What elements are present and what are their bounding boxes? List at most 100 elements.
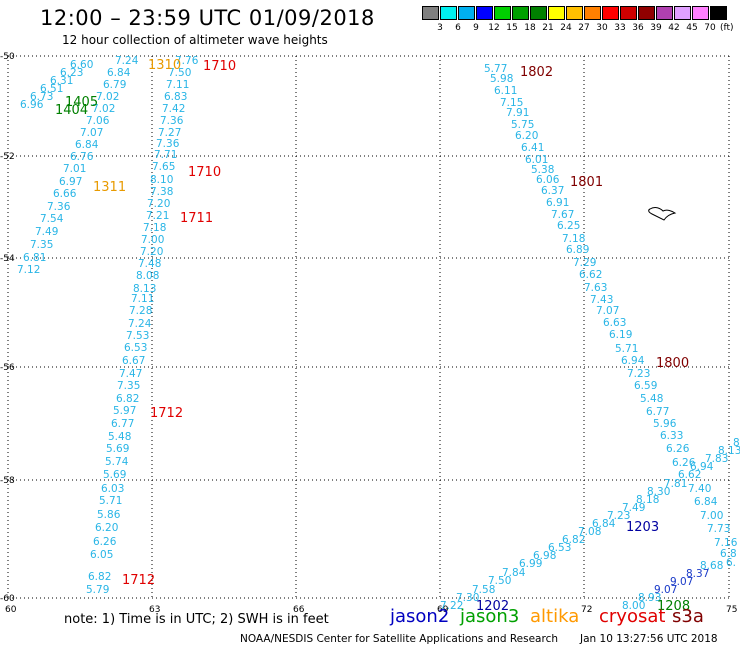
swh-value: 6.82 bbox=[88, 571, 111, 583]
swh-value: 6.83 bbox=[164, 91, 187, 103]
swh-value: 7.83 bbox=[705, 453, 728, 465]
track-time-label: 1311 bbox=[93, 180, 126, 195]
swh-value: 7.91 bbox=[506, 107, 529, 119]
swh-value: 6.62 bbox=[579, 269, 602, 281]
track-time-label: 1712 bbox=[150, 406, 183, 421]
swh-value: 5.69 bbox=[103, 469, 126, 481]
legend-swatch bbox=[602, 6, 619, 20]
swh-value: 7.36 bbox=[47, 201, 71, 213]
lon-tick-label: 66 bbox=[293, 605, 305, 615]
track-time-label: 1710 bbox=[203, 59, 236, 74]
swh-value: 6.20 bbox=[515, 130, 538, 142]
legend-swatch bbox=[512, 6, 529, 20]
chart-title: 12:00 – 23:59 UTC 01/09/2018 bbox=[40, 6, 375, 30]
swh-value: 7.18 bbox=[562, 233, 585, 245]
swh-value: 6.79 bbox=[103, 79, 126, 91]
lon-tick-label: 60 bbox=[5, 605, 17, 615]
track-time-label: 1712 bbox=[122, 573, 155, 588]
swh-value: 7.23 bbox=[627, 368, 650, 380]
legend-jason2: jason2 bbox=[390, 606, 450, 627]
swh-value: 7.24 bbox=[115, 55, 139, 67]
lat-tick-label: -58 bbox=[0, 476, 15, 486]
swh-value: 7.29 bbox=[573, 257, 596, 269]
swh-value: 7.36 bbox=[160, 115, 184, 127]
swh-value: 5.74 bbox=[105, 456, 129, 468]
swh-value: 7.71 bbox=[154, 149, 177, 161]
swh-value: 6.94 bbox=[690, 461, 714, 473]
lon-tick-label: 72 bbox=[581, 605, 592, 615]
swh-value: 7.30 bbox=[456, 592, 479, 604]
axis-labels: 60 63 66 69 72 75 -50 -52 -54 -56 -58 -60 bbox=[0, 52, 737, 615]
swh-value: 6.51 bbox=[40, 83, 63, 95]
swh-value: 7.73 bbox=[707, 523, 730, 535]
swh-value: 9.07 bbox=[654, 584, 677, 596]
swh-value: 6.31 bbox=[50, 75, 73, 87]
lat-tick-label: -52 bbox=[0, 152, 15, 162]
legend-label: 30 bbox=[596, 23, 608, 33]
swh-value: 5.96 bbox=[653, 418, 677, 430]
swh-value: 7.20 bbox=[140, 246, 163, 258]
swh-value: 5.75 bbox=[511, 119, 534, 131]
legend-label: 70 bbox=[704, 23, 716, 33]
swh-value: 7.02 bbox=[92, 103, 115, 115]
track-time-label: 1404 bbox=[55, 103, 88, 118]
swh-value: 7.48 bbox=[138, 258, 161, 270]
swh-value: 6.37 bbox=[541, 185, 564, 197]
lat-tick-label: -50 bbox=[0, 52, 15, 62]
swh-value: 7.16 bbox=[714, 537, 738, 549]
swh-value: 6.84 bbox=[75, 139, 99, 151]
swh-value: 5.79 bbox=[86, 584, 109, 596]
swh-value: 6.84 bbox=[694, 496, 718, 508]
legend-swatch bbox=[710, 6, 727, 20]
swh-value: 8.08 bbox=[136, 270, 159, 282]
swh-value: 7.00 bbox=[700, 510, 723, 522]
swh-value: 6.82 bbox=[562, 534, 585, 546]
track-time-label: 1202 bbox=[476, 599, 509, 614]
swh-value: 7.42 bbox=[162, 103, 185, 115]
legend-swatch bbox=[674, 6, 691, 20]
track-time-label: 1800 bbox=[656, 356, 689, 371]
legend-label: 42 bbox=[668, 23, 680, 33]
swh-value: 7.02 bbox=[96, 91, 119, 103]
legend-label: 12 bbox=[488, 23, 500, 33]
swh-value: 7.23 bbox=[607, 510, 630, 522]
swh-value: 6.60 bbox=[70, 59, 93, 71]
swh-value: 7.67 bbox=[551, 209, 574, 221]
swh-value: 6.82 bbox=[116, 393, 139, 405]
legend-label: 6 bbox=[455, 23, 461, 33]
swh-value: 6.41 bbox=[521, 142, 544, 154]
swh-value: 5.71 bbox=[99, 495, 122, 507]
legend-swatch bbox=[566, 6, 583, 20]
swh-value: 7.63 bbox=[584, 282, 607, 294]
swh-value: 6.66 bbox=[53, 188, 77, 200]
track-time-label: 1711 bbox=[180, 211, 213, 226]
swh-value: 6.76 bbox=[70, 151, 94, 163]
credit-line: NOAA/NESDIS Center for Satellite Applica… bbox=[240, 633, 558, 645]
swh-value: 6.25 bbox=[557, 220, 580, 232]
swh-value: 8.13 bbox=[718, 445, 740, 457]
swh-value: 7.07 bbox=[80, 127, 103, 139]
swh-value: 5.86 bbox=[97, 509, 121, 521]
swh-value: 8 bbox=[733, 437, 740, 449]
swh-value: 7.50 bbox=[168, 67, 191, 79]
swh-value: 7.36 bbox=[156, 138, 180, 150]
swh-value: 7.38 bbox=[150, 186, 173, 198]
swh-value: 6.06 bbox=[536, 174, 560, 186]
legend-label: 33 bbox=[614, 23, 626, 33]
legend-label: 36 bbox=[632, 23, 644, 33]
swh-value: 8.37 bbox=[686, 568, 709, 580]
swh-value: 6.84 bbox=[592, 518, 616, 530]
swh-value: 6.01 bbox=[525, 154, 548, 166]
swh-value: 8.68 bbox=[700, 560, 723, 572]
lat-tick-label: -56 bbox=[0, 363, 15, 373]
swh-value: 6.63 bbox=[603, 317, 626, 329]
swh-value: 7.00 bbox=[141, 234, 164, 246]
swh-value: 7.12 bbox=[17, 264, 40, 276]
chart-subtitle: 12 hour collection of altimeter wave hei… bbox=[62, 33, 328, 47]
swh-value: 6.97 bbox=[59, 176, 82, 188]
track-time-label: 1208 bbox=[657, 599, 690, 614]
swh-value: 7.28 bbox=[129, 305, 152, 317]
swh-value: 7.24 bbox=[128, 318, 152, 330]
swh-value: 6.26 bbox=[666, 443, 690, 455]
legend-cryosat: cryosat bbox=[599, 606, 666, 627]
